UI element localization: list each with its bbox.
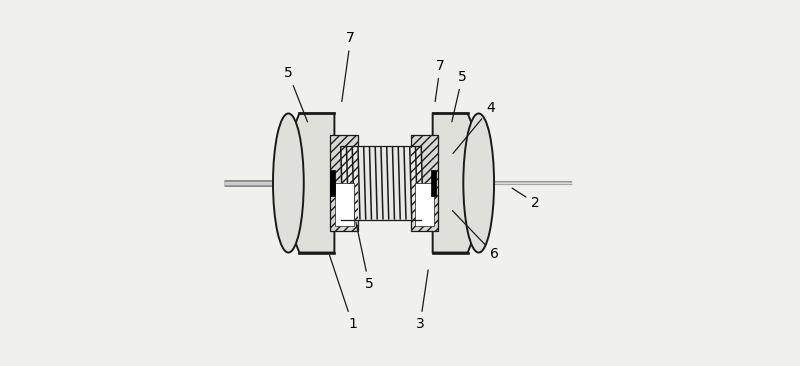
Bar [335,183,354,226]
Text: 7: 7 [435,59,445,101]
Bar [330,135,358,231]
Ellipse shape [463,113,494,253]
Bar [330,170,335,196]
Text: 2: 2 [512,188,540,210]
Text: 5: 5 [284,66,307,122]
Text: 1: 1 [330,255,357,331]
Text: 7: 7 [342,31,355,101]
Bar [330,135,358,231]
Bar [411,135,438,231]
Bar [431,170,436,196]
Bar [415,183,434,226]
Ellipse shape [273,113,304,253]
Text: 5: 5 [356,222,374,291]
Text: 5: 5 [452,70,466,122]
Polygon shape [288,113,334,253]
Text: 6: 6 [453,210,499,261]
Bar [341,146,422,220]
Text: 3: 3 [416,270,428,331]
Polygon shape [433,113,478,253]
Text: 4: 4 [453,101,495,153]
Bar [411,135,438,231]
